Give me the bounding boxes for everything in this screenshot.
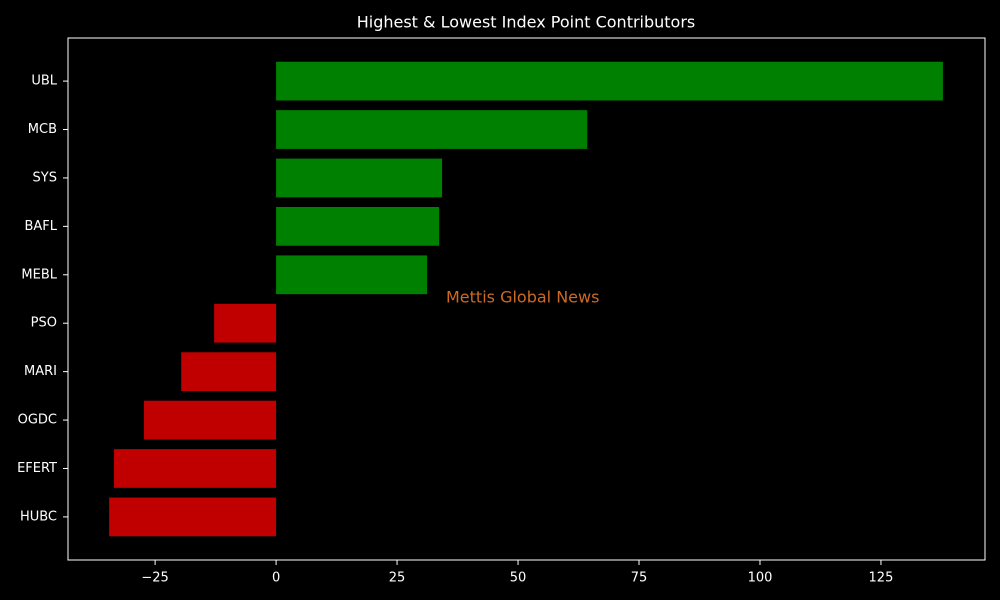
y-tick-label: UBL (31, 74, 57, 89)
y-tick-label: EFERT (17, 461, 57, 476)
y-tick-label: SYS (33, 170, 57, 185)
bar (143, 400, 277, 440)
x-tick-label: 75 (631, 571, 648, 586)
bar (276, 110, 588, 149)
x-tick-label: 125 (869, 571, 894, 586)
y-tick-label: MEBL (21, 267, 57, 282)
x-tick-label: −25 (141, 571, 168, 586)
y-tick-label: OGDC (18, 413, 57, 428)
bar (181, 352, 277, 392)
y-tick-label: PSO (31, 316, 57, 331)
plot-frame (67, 37, 986, 561)
x-tick-label: 100 (748, 571, 773, 586)
x-tick-label: 50 (510, 571, 527, 586)
y-tick-label: MCB (28, 122, 57, 137)
bar (276, 158, 443, 198)
x-tick-label: 25 (389, 571, 406, 586)
bar (109, 497, 277, 537)
y-tick-label: HUBC (20, 509, 57, 524)
y-tick-label: MARI (24, 364, 57, 379)
bar (276, 206, 440, 246)
chart-title: Highest & Lowest Index Point Contributor… (357, 13, 696, 32)
bar (214, 303, 277, 343)
bar (276, 255, 428, 295)
x-tick-label: 0 (272, 571, 280, 586)
annotation: Mettis Global News (446, 288, 599, 307)
y-tick-label: BAFL (24, 219, 57, 234)
bar (113, 449, 277, 488)
bar (276, 61, 943, 101)
